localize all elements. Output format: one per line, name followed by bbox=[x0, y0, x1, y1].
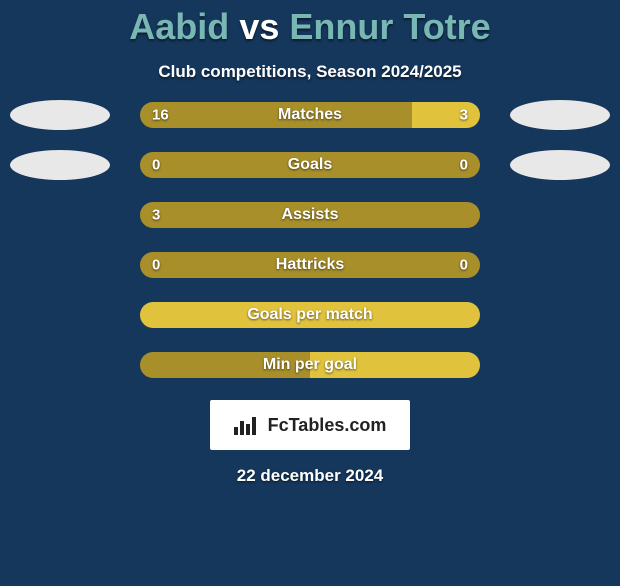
stat-row: Hattricks 0 0 bbox=[0, 250, 620, 280]
subtitle: Club competitions, Season 2024/2025 bbox=[0, 62, 620, 82]
stat-value-p1: 3 bbox=[152, 207, 160, 224]
player1-name: Aabid bbox=[129, 6, 229, 47]
stat-value-p2: 3 bbox=[460, 107, 468, 124]
stat-value-p2: 0 bbox=[460, 257, 468, 274]
stat-value-p1: 0 bbox=[152, 157, 160, 174]
stat-row: Goals 0 0 bbox=[0, 150, 620, 180]
stat-bar: Hattricks 0 0 bbox=[140, 252, 480, 278]
stat-row: Min per goal bbox=[0, 350, 620, 380]
stat-value-p1: 16 bbox=[152, 107, 169, 124]
stat-label: Assists bbox=[282, 206, 339, 224]
stat-bar: Assists 3 bbox=[140, 202, 480, 228]
stat-label: Goals bbox=[288, 156, 332, 174]
footer-date: 22 december 2024 bbox=[0, 466, 620, 486]
stat-bar: Goals per match bbox=[140, 302, 480, 328]
footer-logo-text: FcTables.com bbox=[268, 415, 387, 436]
player2-name: Ennur Totre bbox=[289, 6, 490, 47]
player2-oval bbox=[510, 150, 610, 180]
stat-row: Matches 16 3 bbox=[0, 100, 620, 130]
player1-oval bbox=[10, 100, 110, 130]
stat-row: Assists 3 bbox=[0, 200, 620, 230]
comparison-title: Aabid vs Ennur Totre bbox=[0, 6, 620, 48]
stat-bar-seg-p1 bbox=[140, 102, 412, 128]
stat-bar: Goals 0 0 bbox=[140, 152, 480, 178]
player1-oval bbox=[10, 150, 110, 180]
footer-logo: FcTables.com bbox=[210, 400, 410, 450]
stat-label: Matches bbox=[278, 106, 342, 124]
stat-bar-seg-p2 bbox=[412, 102, 480, 128]
title-vs: vs bbox=[239, 6, 279, 47]
stat-label: Hattricks bbox=[276, 256, 344, 274]
bars-icon bbox=[234, 415, 262, 435]
stat-value-p1: 0 bbox=[152, 257, 160, 274]
stat-rows: Matches163Goals00Assists3Hattricks00Goal… bbox=[0, 100, 620, 380]
stat-label: Goals per match bbox=[247, 306, 372, 324]
stat-bar: Matches 16 3 bbox=[140, 102, 480, 128]
stat-row: Goals per match bbox=[0, 300, 620, 330]
player2-oval bbox=[510, 100, 610, 130]
stat-bar: Min per goal bbox=[140, 352, 480, 378]
stat-value-p2: 0 bbox=[460, 157, 468, 174]
stat-label: Min per goal bbox=[263, 356, 357, 374]
